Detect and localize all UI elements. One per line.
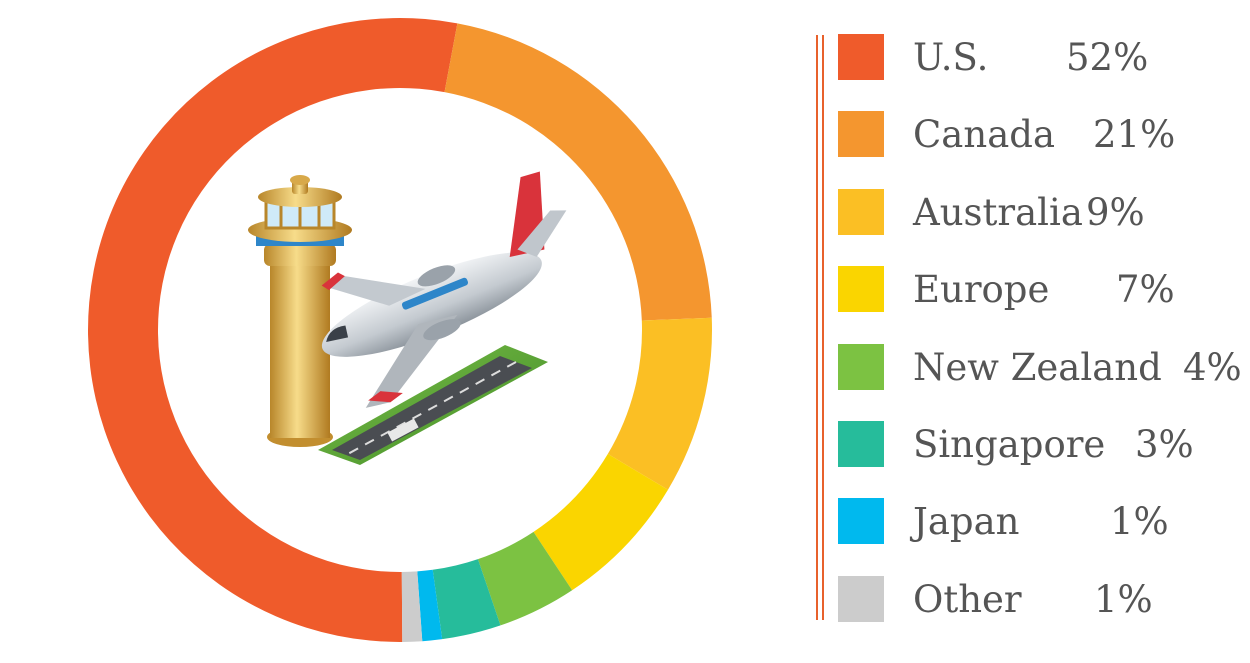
legend-swatch xyxy=(838,498,884,545)
legend-value: 7% xyxy=(1116,268,1175,312)
donut-slice-singapore xyxy=(432,559,501,640)
legend-swatch xyxy=(838,111,884,158)
donut-slice-u-s xyxy=(88,17,458,642)
legend-label: Singapore xyxy=(913,422,1106,466)
donut-slice-new-zealand xyxy=(477,531,573,626)
airport-tower-airplane-icon xyxy=(248,171,567,465)
legend-value: 52% xyxy=(1066,36,1149,79)
donut-slice-japan xyxy=(417,569,443,642)
legend-swatch xyxy=(838,420,884,467)
legend-swatch xyxy=(838,343,884,390)
legend-value: 21% xyxy=(1093,113,1176,157)
legend-label: New Zealand xyxy=(913,345,1162,389)
legend-swatch xyxy=(838,575,884,622)
legend-swatch xyxy=(838,266,884,313)
donut-chart xyxy=(88,17,713,642)
donut-slice-canada xyxy=(444,23,712,321)
legend-label: U.S. xyxy=(913,36,989,79)
legend-swatch xyxy=(838,34,884,80)
donut-svg xyxy=(88,17,713,642)
legend-value: 1% xyxy=(1110,500,1169,544)
donut-slice-australia xyxy=(607,317,713,490)
legend-value: 1% xyxy=(1094,577,1153,621)
legend-label: Canada xyxy=(913,113,1056,157)
legend-rule-right xyxy=(822,35,824,620)
legend-value: 9% xyxy=(1086,190,1145,234)
legend-swatch xyxy=(838,188,884,235)
legend-value: 4% xyxy=(1183,345,1242,389)
donut-slice-other xyxy=(401,571,423,642)
legend-rule-left xyxy=(816,35,818,620)
legend-value: 3% xyxy=(1135,422,1194,466)
legend-label: Europe xyxy=(913,268,1050,312)
legend-label: Japan xyxy=(913,500,1020,544)
legend-label: Other xyxy=(913,577,1022,621)
legend-label: Australia xyxy=(913,190,1083,234)
donut-slice-europe xyxy=(533,453,668,591)
